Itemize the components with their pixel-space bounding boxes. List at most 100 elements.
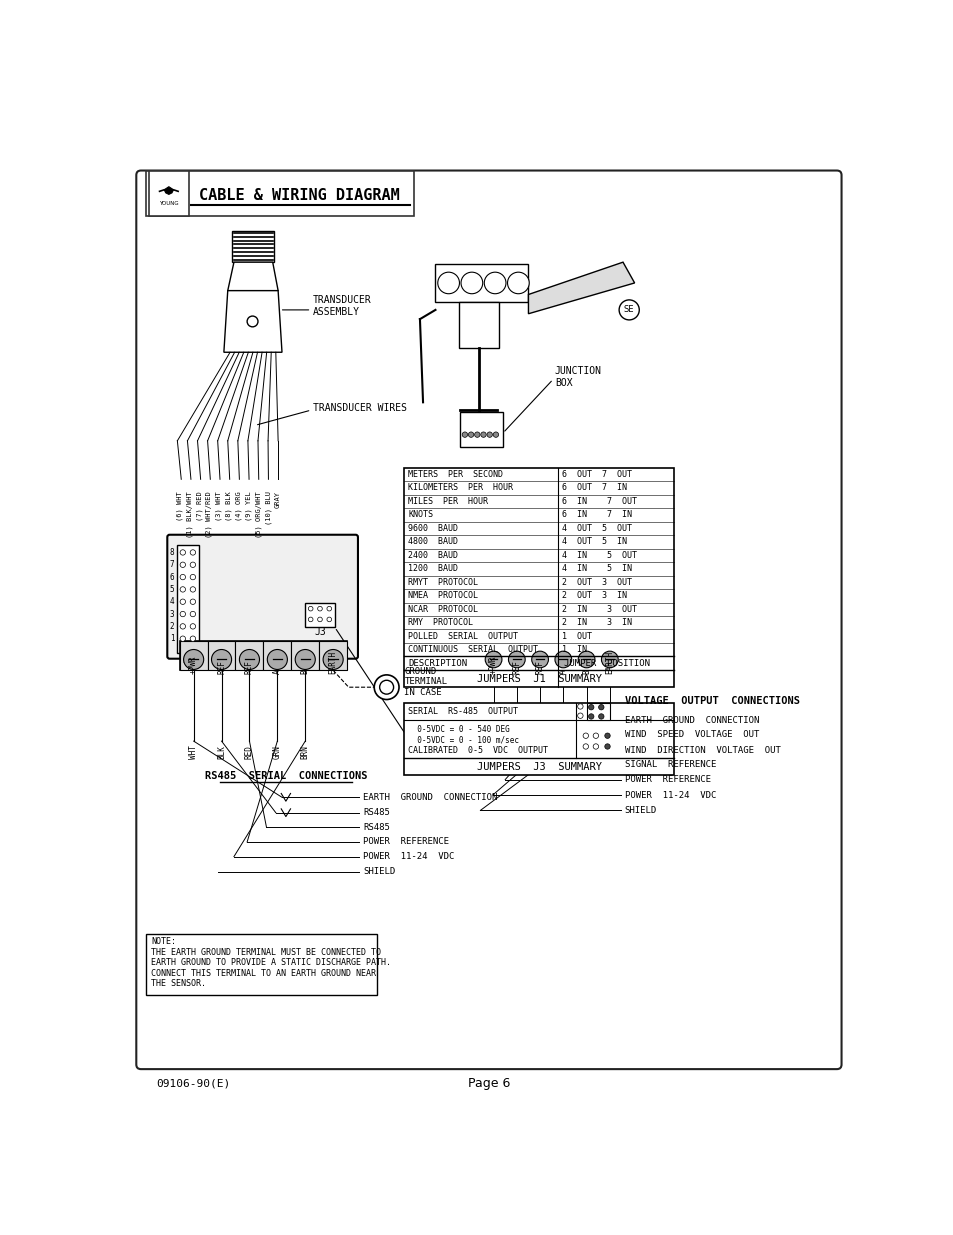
- Text: WIND  DIRECTION  VOLTAGE  OUT: WIND DIRECTION VOLTAGE OUT: [624, 746, 780, 755]
- Circle shape: [493, 432, 498, 437]
- Text: A: A: [273, 669, 281, 674]
- Circle shape: [593, 743, 598, 750]
- Text: VOLTAGE  OUTPUT  CONNECTIONS: VOLTAGE OUTPUT CONNECTIONS: [624, 697, 799, 706]
- Circle shape: [190, 587, 195, 592]
- Text: NCAR  PROTOCOL: NCAR PROTOCOL: [408, 605, 477, 614]
- Text: JUMPERS  J3  SUMMARY: JUMPERS J3 SUMMARY: [476, 762, 601, 772]
- Text: (1) BLK/WHT: (1) BLK/WHT: [186, 490, 193, 537]
- Circle shape: [578, 704, 582, 709]
- Text: GRAY: GRAY: [274, 490, 281, 508]
- Circle shape: [379, 680, 394, 694]
- Polygon shape: [528, 262, 634, 314]
- Bar: [179, 641, 208, 671]
- Circle shape: [588, 704, 594, 710]
- Text: J1: J1: [182, 656, 193, 666]
- Bar: [291, 641, 319, 671]
- Text: EARTH  GROUND  CONNECTION: EARTH GROUND CONNECTION: [624, 716, 759, 725]
- Circle shape: [190, 574, 195, 579]
- Text: 6: 6: [170, 573, 174, 582]
- Text: REF: REF: [535, 661, 544, 674]
- Text: 2400  BAUD: 2400 BAUD: [408, 551, 457, 559]
- Circle shape: [485, 651, 501, 668]
- Circle shape: [190, 611, 195, 616]
- Bar: [305, 603, 335, 627]
- Circle shape: [308, 618, 313, 621]
- Text: RMY  PROTOCOL: RMY PROTOCOL: [408, 619, 473, 627]
- Text: 6  OUT  7  OUT: 6 OUT 7 OUT: [561, 471, 631, 479]
- Circle shape: [317, 618, 322, 621]
- Bar: [459, 412, 502, 447]
- Circle shape: [308, 606, 313, 611]
- Circle shape: [618, 300, 639, 320]
- Text: 4800  BAUD: 4800 BAUD: [408, 537, 457, 546]
- Text: JUMPER  POSITION: JUMPER POSITION: [563, 658, 649, 668]
- Bar: [235, 641, 263, 671]
- Polygon shape: [232, 231, 274, 262]
- Circle shape: [180, 587, 185, 592]
- Text: KNOTS: KNOTS: [408, 510, 433, 520]
- Circle shape: [468, 432, 474, 437]
- Text: 0-5VDC = 0 - 100 m/sec: 0-5VDC = 0 - 100 m/sec: [408, 735, 518, 743]
- Text: BRN: BRN: [300, 745, 310, 758]
- Bar: [177, 545, 199, 652]
- Circle shape: [582, 734, 588, 739]
- Bar: [404, 468, 674, 687]
- Text: 1  OUT: 1 OUT: [561, 631, 591, 641]
- Circle shape: [190, 599, 195, 604]
- Text: 3: 3: [170, 610, 174, 619]
- Text: J3: J3: [314, 626, 326, 637]
- Text: YOUNG: YOUNG: [159, 200, 178, 205]
- Text: (4) ORG: (4) ORG: [235, 490, 242, 521]
- Text: RS485: RS485: [363, 808, 390, 818]
- Bar: [551, 641, 575, 671]
- Bar: [319, 641, 347, 671]
- Text: 0-5VDC = 0 - 540 DEG: 0-5VDC = 0 - 540 DEG: [408, 725, 510, 734]
- Text: SERIAL  RS-485  OUTPUT: SERIAL RS-485 OUTPUT: [408, 706, 517, 715]
- Bar: [208, 641, 235, 671]
- Text: POWER  11-24  VDC: POWER 11-24 VDC: [363, 852, 455, 861]
- Text: RS485  SERIAL  CONNECTIONS: RS485 SERIAL CONNECTIONS: [204, 771, 367, 781]
- Text: 2  OUT  3  OUT: 2 OUT 3 OUT: [561, 578, 631, 587]
- Bar: [146, 934, 377, 995]
- Circle shape: [437, 272, 459, 294]
- Bar: [149, 172, 189, 216]
- Text: BLK: BLK: [217, 745, 226, 758]
- Circle shape: [180, 574, 185, 579]
- Circle shape: [327, 618, 332, 621]
- Text: RED: RED: [245, 745, 253, 758]
- Circle shape: [604, 734, 610, 739]
- Text: WIND  SPEED  VOLTAGE  OUT: WIND SPEED VOLTAGE OUT: [624, 730, 759, 740]
- Circle shape: [598, 714, 603, 719]
- Circle shape: [190, 624, 195, 629]
- Bar: [263, 641, 291, 671]
- FancyBboxPatch shape: [136, 170, 841, 1070]
- Text: KILOMETERS  PER  HOUR: KILOMETERS PER HOUR: [408, 483, 513, 493]
- Text: CALIBRATED  0-5  VDC  OUTPUT: CALIBRATED 0-5 VDC OUTPUT: [408, 746, 548, 755]
- Text: 4  OUT  5  IN: 4 OUT 5 IN: [561, 537, 626, 546]
- Text: NOTE:
THE EARTH GROUND TERMINAL MUST BE CONNECTED TO
EARTH GROUND TO PROVIDE A S: NOTE: THE EARTH GROUND TERMINAL MUST BE …: [151, 937, 391, 988]
- Text: CONTINUOUS  SERIAL  OUTPUT: CONTINUOUS SERIAL OUTPUT: [408, 645, 537, 655]
- Text: 6  IN    7  OUT: 6 IN 7 OUT: [561, 496, 636, 506]
- Circle shape: [327, 606, 332, 611]
- Circle shape: [578, 713, 582, 719]
- Text: POWER  11-24  VDC: POWER 11-24 VDC: [624, 790, 715, 799]
- Text: REF: REF: [512, 661, 520, 674]
- Text: TRANSDUCER WIRES: TRANSDUCER WIRES: [313, 404, 407, 414]
- Text: SE: SE: [623, 305, 634, 315]
- Text: (3) WHT: (3) WHT: [215, 490, 222, 521]
- Circle shape: [247, 316, 257, 327]
- Text: 9600  BAUD: 9600 BAUD: [408, 524, 457, 532]
- Bar: [481, 641, 505, 671]
- Circle shape: [212, 650, 232, 669]
- Bar: [404, 703, 674, 776]
- Circle shape: [508, 651, 525, 668]
- Polygon shape: [164, 186, 173, 194]
- Circle shape: [294, 650, 314, 669]
- Circle shape: [461, 432, 467, 437]
- Bar: [179, 641, 347, 671]
- Text: 4  OUT  5  OUT: 4 OUT 5 OUT: [561, 524, 631, 532]
- Circle shape: [323, 650, 343, 669]
- Text: JUNCTION
BOX: JUNCTION BOX: [555, 366, 601, 388]
- Bar: [505, 641, 528, 671]
- Text: Page 6: Page 6: [467, 1077, 510, 1091]
